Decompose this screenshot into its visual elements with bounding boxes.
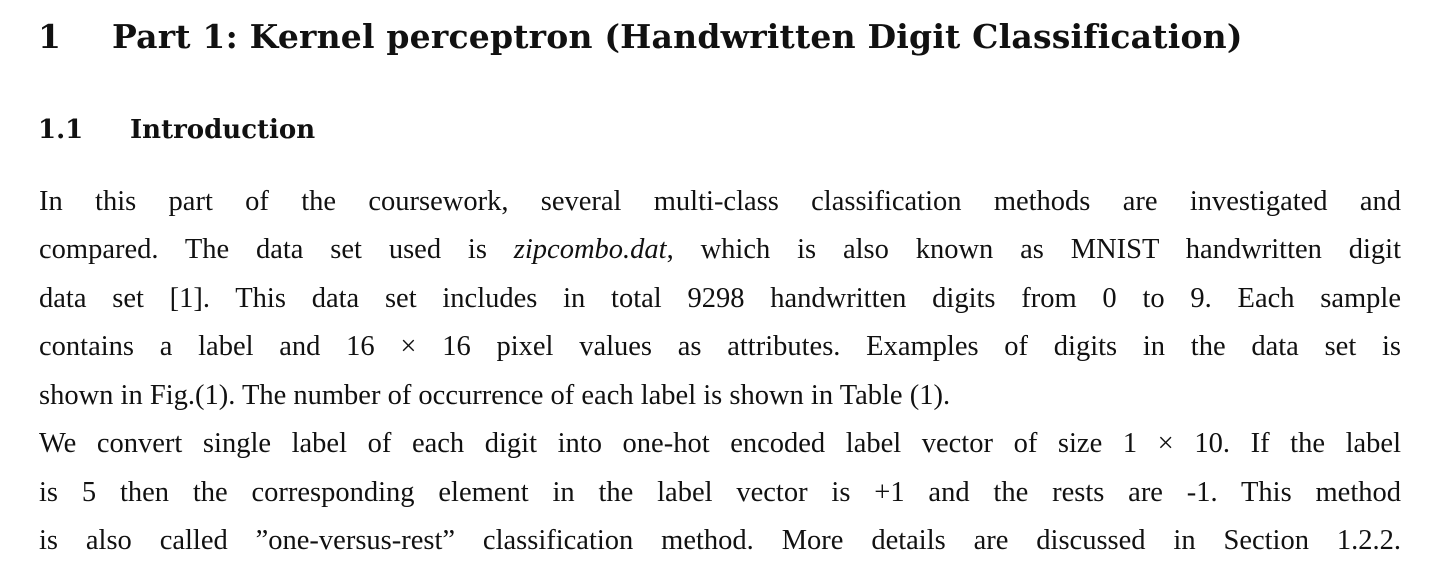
paragraph-line: compared. The data set used is zipcombo.… [39, 230, 1401, 270]
paragraph-line: shown in Fig.(1). The number of occurren… [39, 380, 951, 411]
paragraph-line: is 5 then the corresponding element in t… [39, 477, 1401, 508]
dataset-filename: zipcombo.dat [513, 234, 667, 265]
paragraph-line: contains a label and 16 × 16 pixel value… [39, 331, 1401, 362]
paragraph-text: , which is also known as MNIST handwritt… [666, 234, 1401, 265]
subsection-number: 1.1 [38, 115, 84, 145]
section-number: 1 [38, 17, 62, 56]
subsection-heading: 1.1 Introduction [38, 108, 315, 152]
paragraph-line: data set [1]. This data set includes in … [39, 283, 1401, 314]
paragraph-text: compared. The data set used is [39, 234, 514, 265]
section-heading: 1 Part 1: Kernel perceptron (Handwritten … [38, 12, 1243, 62]
section-title: Part 1: Kernel perceptron (Handwritten D… [112, 17, 1243, 56]
paragraph-line: In this part of the coursework, several … [39, 186, 1401, 217]
paragraph-line: We convert single label of each digit in… [39, 428, 1401, 459]
subsection-title: Introduction [130, 115, 316, 145]
paragraph-line: is also called ”one-versus-rest” classif… [39, 525, 1401, 556]
